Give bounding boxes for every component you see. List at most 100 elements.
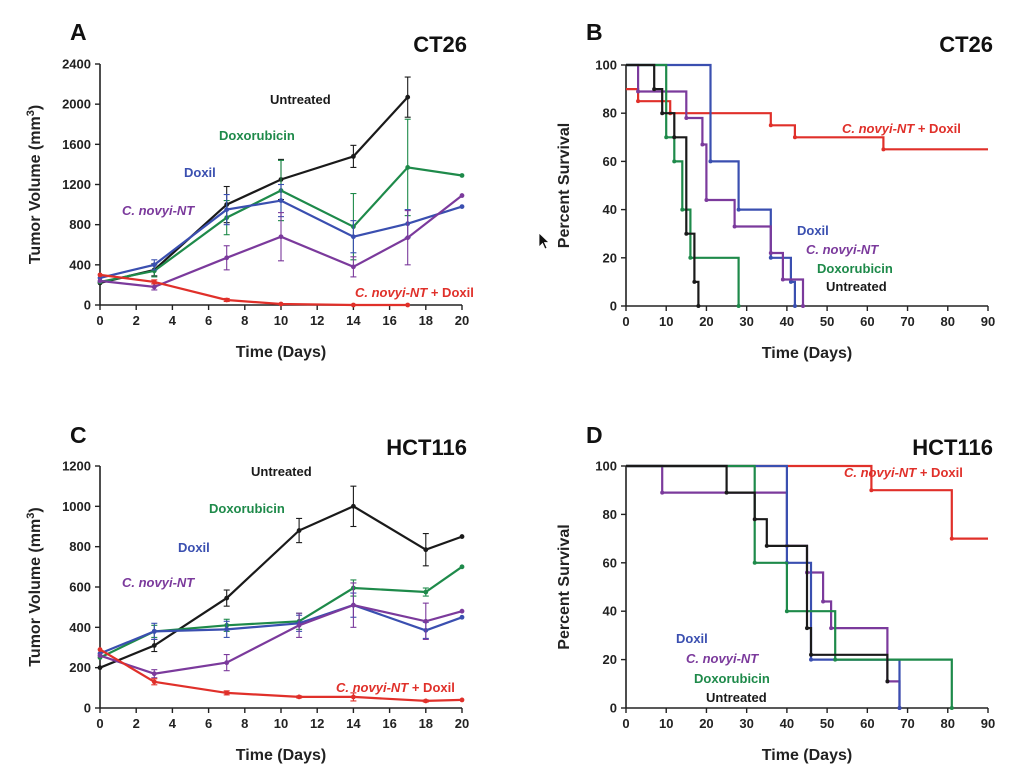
series-line-doxorubicin (626, 464, 953, 708)
series-label-text: Doxil (178, 540, 210, 555)
series-label-suffix: + Doxil (408, 680, 455, 695)
chart-panel-b: B CT26 0 10 20 30 40 50 60 70 80 90 0 20 40 60 80 100 Time… (556, 19, 995, 362)
x-tick-label: 20 (699, 314, 713, 329)
data-point (278, 234, 284, 240)
x-tick-label: 20 (699, 716, 713, 731)
data-point (768, 123, 773, 128)
series-label: Doxil (676, 631, 708, 646)
x-tick-label: 4 (169, 716, 177, 731)
y-tick-label: 100 (595, 58, 617, 73)
x-tick-label: 10 (274, 313, 288, 328)
data-point (405, 94, 411, 100)
x-tick-label: 50 (820, 314, 834, 329)
x-tick-label: 8 (241, 716, 248, 731)
series-label-text: Doxorubicin (817, 261, 893, 276)
data-point (869, 488, 874, 493)
y-axis-label-end: ) (27, 105, 44, 110)
data-point (459, 534, 465, 539)
x-axis-label: Time (Days) (236, 747, 326, 764)
series-label-text: C. novyi-NT (122, 203, 195, 218)
mouse-cursor-icon (538, 232, 551, 250)
data-point (736, 304, 741, 308)
data-point (151, 279, 157, 285)
data-point (805, 626, 809, 631)
x-tick-label: 90 (981, 716, 995, 731)
data-point (459, 614, 465, 620)
data-point (809, 652, 814, 657)
x-tick-label: 80 (941, 716, 955, 731)
data-point (684, 231, 689, 236)
data-point (684, 116, 689, 121)
y-tick-label: 0 (84, 298, 91, 313)
y-tick-label: 1200 (62, 177, 91, 192)
series-label-text: Doxorubicin (694, 671, 770, 686)
data-point (688, 255, 693, 260)
data-point (351, 503, 356, 509)
panel-letter: C (70, 422, 87, 448)
data-point (704, 197, 709, 202)
chart-title: HCT116 (912, 435, 993, 460)
data-point (351, 602, 356, 608)
y-axis-label: Percent Survival (556, 524, 573, 649)
data-point (423, 547, 429, 553)
y-tick-label: 800 (69, 539, 91, 554)
y-tick-label: 1200 (62, 459, 91, 474)
data-point (423, 698, 429, 704)
x-tick-label: 30 (739, 314, 753, 329)
data-point (278, 198, 284, 203)
series-label-text: C. novyi-NT (336, 680, 409, 695)
data-point (949, 706, 954, 710)
series-label: C. novyi-NT (686, 651, 759, 666)
series-label-text: C. novyi-NT (806, 242, 879, 257)
y-tick-label: 800 (69, 217, 91, 232)
x-tick-label: 40 (780, 716, 794, 731)
y-tick-label: 40 (603, 604, 617, 619)
series-label: C. novyi-NT (122, 575, 195, 590)
y-tick-label: 60 (603, 154, 617, 169)
x-tick-label: 16 (382, 313, 396, 328)
series-label: Doxorubicin (209, 501, 285, 516)
data-point (752, 560, 757, 565)
data-point (752, 517, 757, 522)
series-label-text: Untreated (826, 279, 887, 294)
data-point (459, 697, 465, 703)
data-point (800, 304, 805, 308)
data-point (296, 528, 302, 533)
series-label: Untreated (826, 279, 887, 294)
y-tick-label: 0 (610, 299, 617, 314)
data-point (680, 207, 685, 212)
data-point (151, 262, 157, 268)
data-point (405, 165, 411, 170)
series-label-text: C. novyi-NT (355, 285, 428, 300)
data-point (351, 264, 356, 270)
data-point (821, 599, 826, 604)
data-point (296, 694, 302, 700)
y-axis-label-end: ) (27, 507, 44, 512)
series-label: C. novyi-NT + Doxil (842, 121, 961, 136)
data-point (829, 626, 834, 631)
x-tick-label: 0 (96, 716, 103, 731)
data-point (459, 564, 465, 570)
x-tick-label: 40 (780, 314, 794, 329)
x-tick-label: 10 (659, 314, 673, 329)
data-point (660, 490, 665, 495)
x-tick-label: 14 (346, 716, 361, 731)
series-line-c-novyi-nt-doxil (626, 87, 988, 151)
data-point (351, 302, 356, 308)
y-axis-label: Tumor Volume (mm3) (25, 105, 44, 264)
x-tick-label: 6 (205, 313, 212, 328)
data-point (724, 490, 729, 495)
x-tick-label: 6 (205, 716, 212, 731)
data-point (636, 89, 641, 94)
x-tick-label: 20 (455, 313, 469, 328)
y-axis-label-superscript: 3 (25, 110, 37, 116)
data-point (459, 204, 465, 209)
x-tick-label: 0 (96, 313, 103, 328)
chart-panel-a: A CT26 0 2 4 6 8 10 12 14 16 18 20 0 400 800 1200 1600 200… (25, 19, 474, 361)
series-label-text: Doxorubicin (219, 128, 295, 143)
y-tick-label: 0 (610, 701, 617, 716)
data-point (278, 301, 284, 307)
data-point (780, 277, 785, 282)
